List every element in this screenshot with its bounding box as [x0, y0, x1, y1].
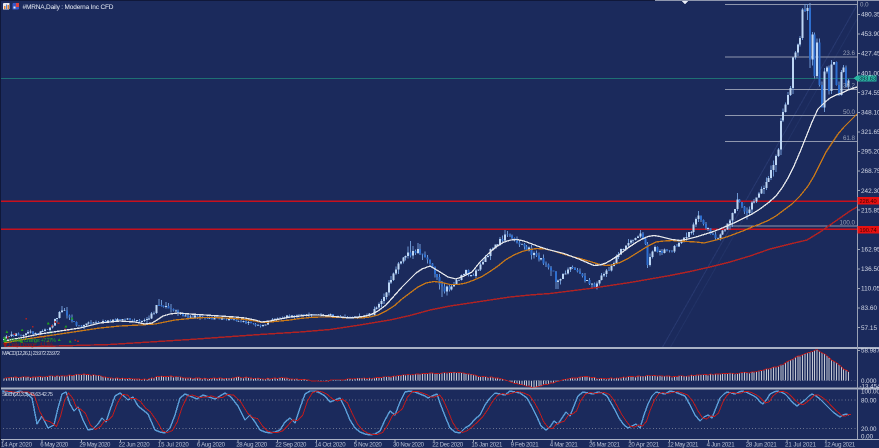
svg-text:242.30: 242.30: [861, 188, 879, 195]
svg-text:100.00: 100.00: [861, 389, 879, 396]
svg-text:83.60: 83.60: [861, 305, 877, 312]
svg-text:110.05: 110.05: [861, 286, 879, 293]
svg-text:Stoch(20,3,3) 43.63 42.75: Stoch(20,3,3) 43.63 42.75: [2, 392, 53, 398]
svg-text:15 Jul 2020: 15 Jul 2020: [158, 441, 190, 448]
svg-text:401.00: 401.00: [861, 70, 879, 77]
svg-text:22 Sep 2020: 22 Sep 2020: [275, 441, 307, 448]
svg-text:393.63: 393.63: [859, 76, 876, 82]
svg-text:MACD(12,26,1) 23.972 23.972: MACD(12,26,1) 23.972 23.972: [2, 351, 60, 357]
svg-text:321.65: 321.65: [861, 129, 879, 136]
svg-text:215.85: 215.85: [861, 207, 879, 214]
svg-text:21 Jul 2021: 21 Jul 2021: [785, 441, 817, 448]
svg-text:20.00: 20.00: [861, 426, 877, 433]
svg-text:-13.454: -13.454: [860, 383, 879, 390]
svg-text:480.35: 480.35: [861, 12, 879, 19]
svg-text:22 Jun 2020: 22 Jun 2020: [119, 441, 151, 448]
svg-text:38.2: 38.2: [843, 83, 856, 90]
svg-text:4 Mar 2021: 4 Mar 2021: [550, 441, 579, 448]
svg-text:136.50: 136.50: [861, 266, 879, 273]
svg-text:20 Apr 2021: 20 Apr 2021: [628, 441, 660, 448]
svg-text:6 May 2020: 6 May 2020: [40, 441, 69, 448]
svg-text:5 Nov 2020: 5 Nov 2020: [354, 441, 383, 448]
svg-text:80.00: 80.00: [861, 397, 877, 404]
svg-text:29 May 2020: 29 May 2020: [79, 441, 111, 448]
svg-text:14 Oct 2020: 14 Oct 2020: [315, 441, 347, 448]
svg-text:58.987: 58.987: [861, 348, 879, 355]
svg-text:14 Apr 2020: 14 Apr 2020: [1, 441, 33, 448]
svg-text:268.75: 268.75: [861, 168, 879, 175]
svg-text:30 Nov 2020: 30 Nov 2020: [393, 441, 425, 448]
svg-text:295.20: 295.20: [861, 149, 879, 156]
svg-text:453.90: 453.90: [861, 31, 879, 38]
svg-text:50.0: 50.0: [843, 109, 856, 116]
svg-text:190.74: 190.74: [860, 228, 877, 234]
svg-text:22 Dec 2020: 22 Dec 2020: [432, 441, 464, 448]
svg-text:6 Aug 2020: 6 Aug 2020: [197, 441, 226, 448]
svg-text:374.55: 374.55: [861, 90, 879, 97]
svg-text:#MRNA,Daily : Moderna Inc CFD: #MRNA,Daily : Moderna Inc CFD: [23, 4, 114, 11]
svg-text:228.40: 228.40: [860, 199, 877, 205]
svg-text:23.6: 23.6: [843, 50, 856, 57]
svg-text:57.15: 57.15: [861, 325, 877, 332]
svg-text:0.0: 0.0: [860, 2, 869, 9]
svg-text:Weekly Change: +7.27%: Weekly Change: +7.27%: [9, 338, 56, 344]
svg-text:28 Jun 2021: 28 Jun 2021: [746, 441, 778, 448]
svg-text:100.0: 100.0: [840, 219, 856, 226]
svg-text:0.000: 0.000: [861, 378, 877, 385]
svg-text:Daily Change: -4.17%: Daily Change: -4.17%: [9, 343, 53, 349]
svg-text:4 Jun 2021: 4 Jun 2021: [707, 441, 736, 448]
svg-text:427.45: 427.45: [861, 51, 879, 58]
svg-text:9 Feb 2021: 9 Feb 2021: [511, 441, 540, 448]
svg-text:162.95: 162.95: [861, 247, 879, 254]
svg-text:12 May 2021: 12 May 2021: [667, 441, 699, 448]
svg-text:61.8: 61.8: [843, 135, 856, 142]
svg-text:12 Aug 2021: 12 Aug 2021: [824, 441, 856, 448]
svg-text:26 Mar 2021: 26 Mar 2021: [589, 441, 621, 448]
svg-text:15 Jan 2021: 15 Jan 2021: [471, 441, 503, 448]
svg-text:28 Aug 2020: 28 Aug 2020: [236, 441, 268, 448]
svg-text:348.10: 348.10: [861, 110, 879, 117]
svg-text:0.00: 0.00: [861, 433, 874, 440]
